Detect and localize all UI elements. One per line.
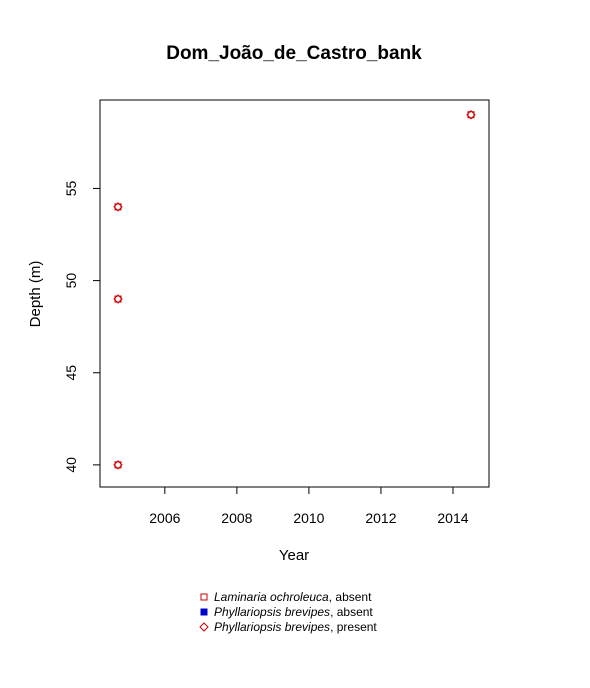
y-axis-label: Depth (m): [27, 261, 44, 328]
x-axis-label: Year: [279, 547, 309, 564]
legend: Laminaria ochroleuca, absentPhyllariopsi…: [199, 590, 377, 634]
x-tick-label: 2008: [221, 510, 252, 526]
y-tick-label: 40: [63, 457, 79, 473]
x-tick-label: 2010: [293, 510, 324, 526]
data-points: [113, 110, 476, 470]
y-axis: 40 45 50 55: [63, 180, 101, 473]
legend-marker: [200, 608, 208, 616]
x-tick-label: 2014: [437, 510, 468, 526]
legend-species: Phyllariopsis brevipes: [214, 605, 330, 619]
legend-marker: [199, 622, 209, 632]
legend-species: Phyllariopsis brevipes: [214, 620, 330, 634]
data-point: [114, 203, 122, 211]
legend-status: , present: [330, 620, 377, 634]
data-point: [466, 110, 476, 120]
data-point: [113, 294, 123, 304]
legend-species: Laminaria ochroleuca: [214, 590, 329, 604]
legend-label: Phyllariopsis brevipes, present: [214, 620, 377, 634]
chart-title: Dom_João_de_Castro_bank: [166, 43, 422, 64]
data-point: [467, 111, 475, 119]
data-point: [113, 460, 123, 470]
x-tick-label: 2006: [149, 510, 180, 526]
plot-frame: [99, 99, 490, 488]
x-axis: 2006 2008 2010 2012 2014: [149, 486, 469, 526]
legend-status: , absent: [329, 590, 372, 604]
data-point: [114, 295, 122, 303]
legend-label: Laminaria ochroleuca, absent: [214, 590, 372, 604]
y-tick-label: 45: [63, 365, 79, 381]
data-point: [113, 202, 123, 212]
x-tick-label: 2012: [365, 510, 396, 526]
y-tick-label: 50: [63, 273, 79, 289]
legend-label: Phyllariopsis brevipes, absent: [214, 605, 373, 619]
legend-status: , absent: [330, 605, 373, 619]
data-point: [114, 461, 122, 469]
y-tick-label: 55: [63, 180, 79, 196]
legend-marker: [200, 593, 208, 601]
